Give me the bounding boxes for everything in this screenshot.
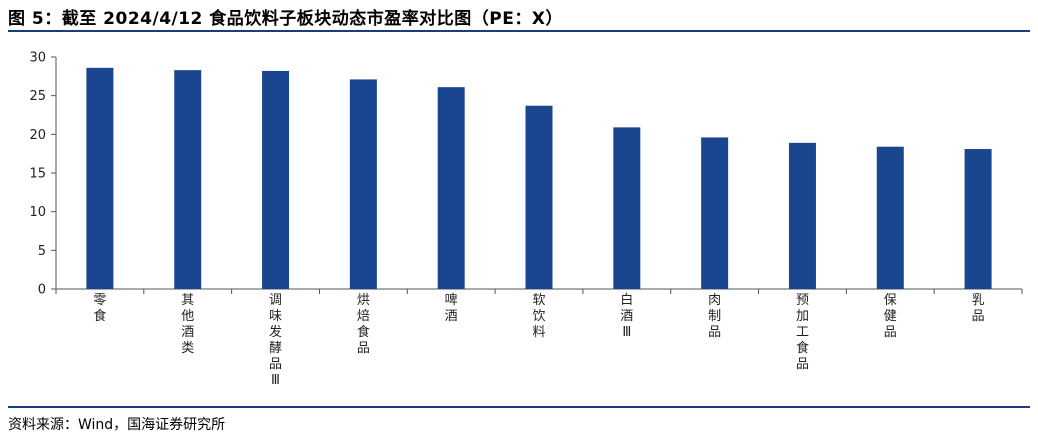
- chart-labels: 零食 其他酒类 调味发酵品 Ⅲ 烘焙食品 啤酒 软饮料 白酒 Ⅲ 肉制品 预加工食品 保健品 乳品: [93, 292, 984, 388]
- source-note: 资料来源：Wind，国海证券研究所: [8, 417, 226, 433]
- y-tick-label: 30: [29, 51, 46, 66]
- y-tick-label: 0: [38, 283, 46, 298]
- x-category-label: 啤酒: [445, 293, 458, 324]
- bar: [174, 70, 202, 289]
- source-divider: [8, 406, 1030, 408]
- x-category-label: 预加工食品: [796, 293, 809, 372]
- y-tick-label: 10: [29, 205, 46, 220]
- x-category-label: 白酒 Ⅲ: [620, 292, 633, 340]
- chart-bars: [86, 67, 992, 290]
- title-divider: [8, 30, 1030, 32]
- chart-title: 图 5：截至 2024/4/12 食品饮料子板块动态市盈率对比图（PE：X）: [8, 9, 563, 29]
- x-category-label: 其他酒类: [181, 293, 194, 356]
- bar-chart: 0 5 10 15 20 25 30 零食 其他酒类 调味发酵品 Ⅲ 烘焙食品 啤酒 软饮料 白酒 Ⅲ 肉制品…: [29, 51, 1023, 388]
- bar: [964, 149, 992, 289]
- bar: [701, 137, 729, 289]
- bar: [876, 146, 904, 289]
- y-tick-label: 5: [38, 244, 46, 259]
- x-category-label: 保健品: [884, 293, 897, 340]
- bar: [349, 79, 377, 289]
- x-category-label: 软饮料: [532, 293, 545, 340]
- bar: [437, 87, 465, 289]
- x-category-label: 乳品: [972, 293, 985, 324]
- x-category-label: 调味发酵品 Ⅲ: [269, 293, 282, 388]
- y-tick-label: 20: [29, 128, 46, 143]
- bar: [613, 127, 641, 289]
- y-tick-label: 25: [29, 89, 46, 104]
- x-category-label: 烘焙食品: [357, 293, 370, 356]
- bar: [525, 105, 553, 289]
- bar: [86, 67, 114, 290]
- bar: [262, 70, 290, 289]
- x-category-label: 零食: [93, 293, 106, 324]
- x-category-label: 肉制品: [708, 293, 721, 340]
- y-tick-label: 15: [29, 167, 46, 182]
- chart-axes: 0 5 10 15 20 25 30: [29, 51, 1023, 298]
- bar: [788, 142, 816, 289]
